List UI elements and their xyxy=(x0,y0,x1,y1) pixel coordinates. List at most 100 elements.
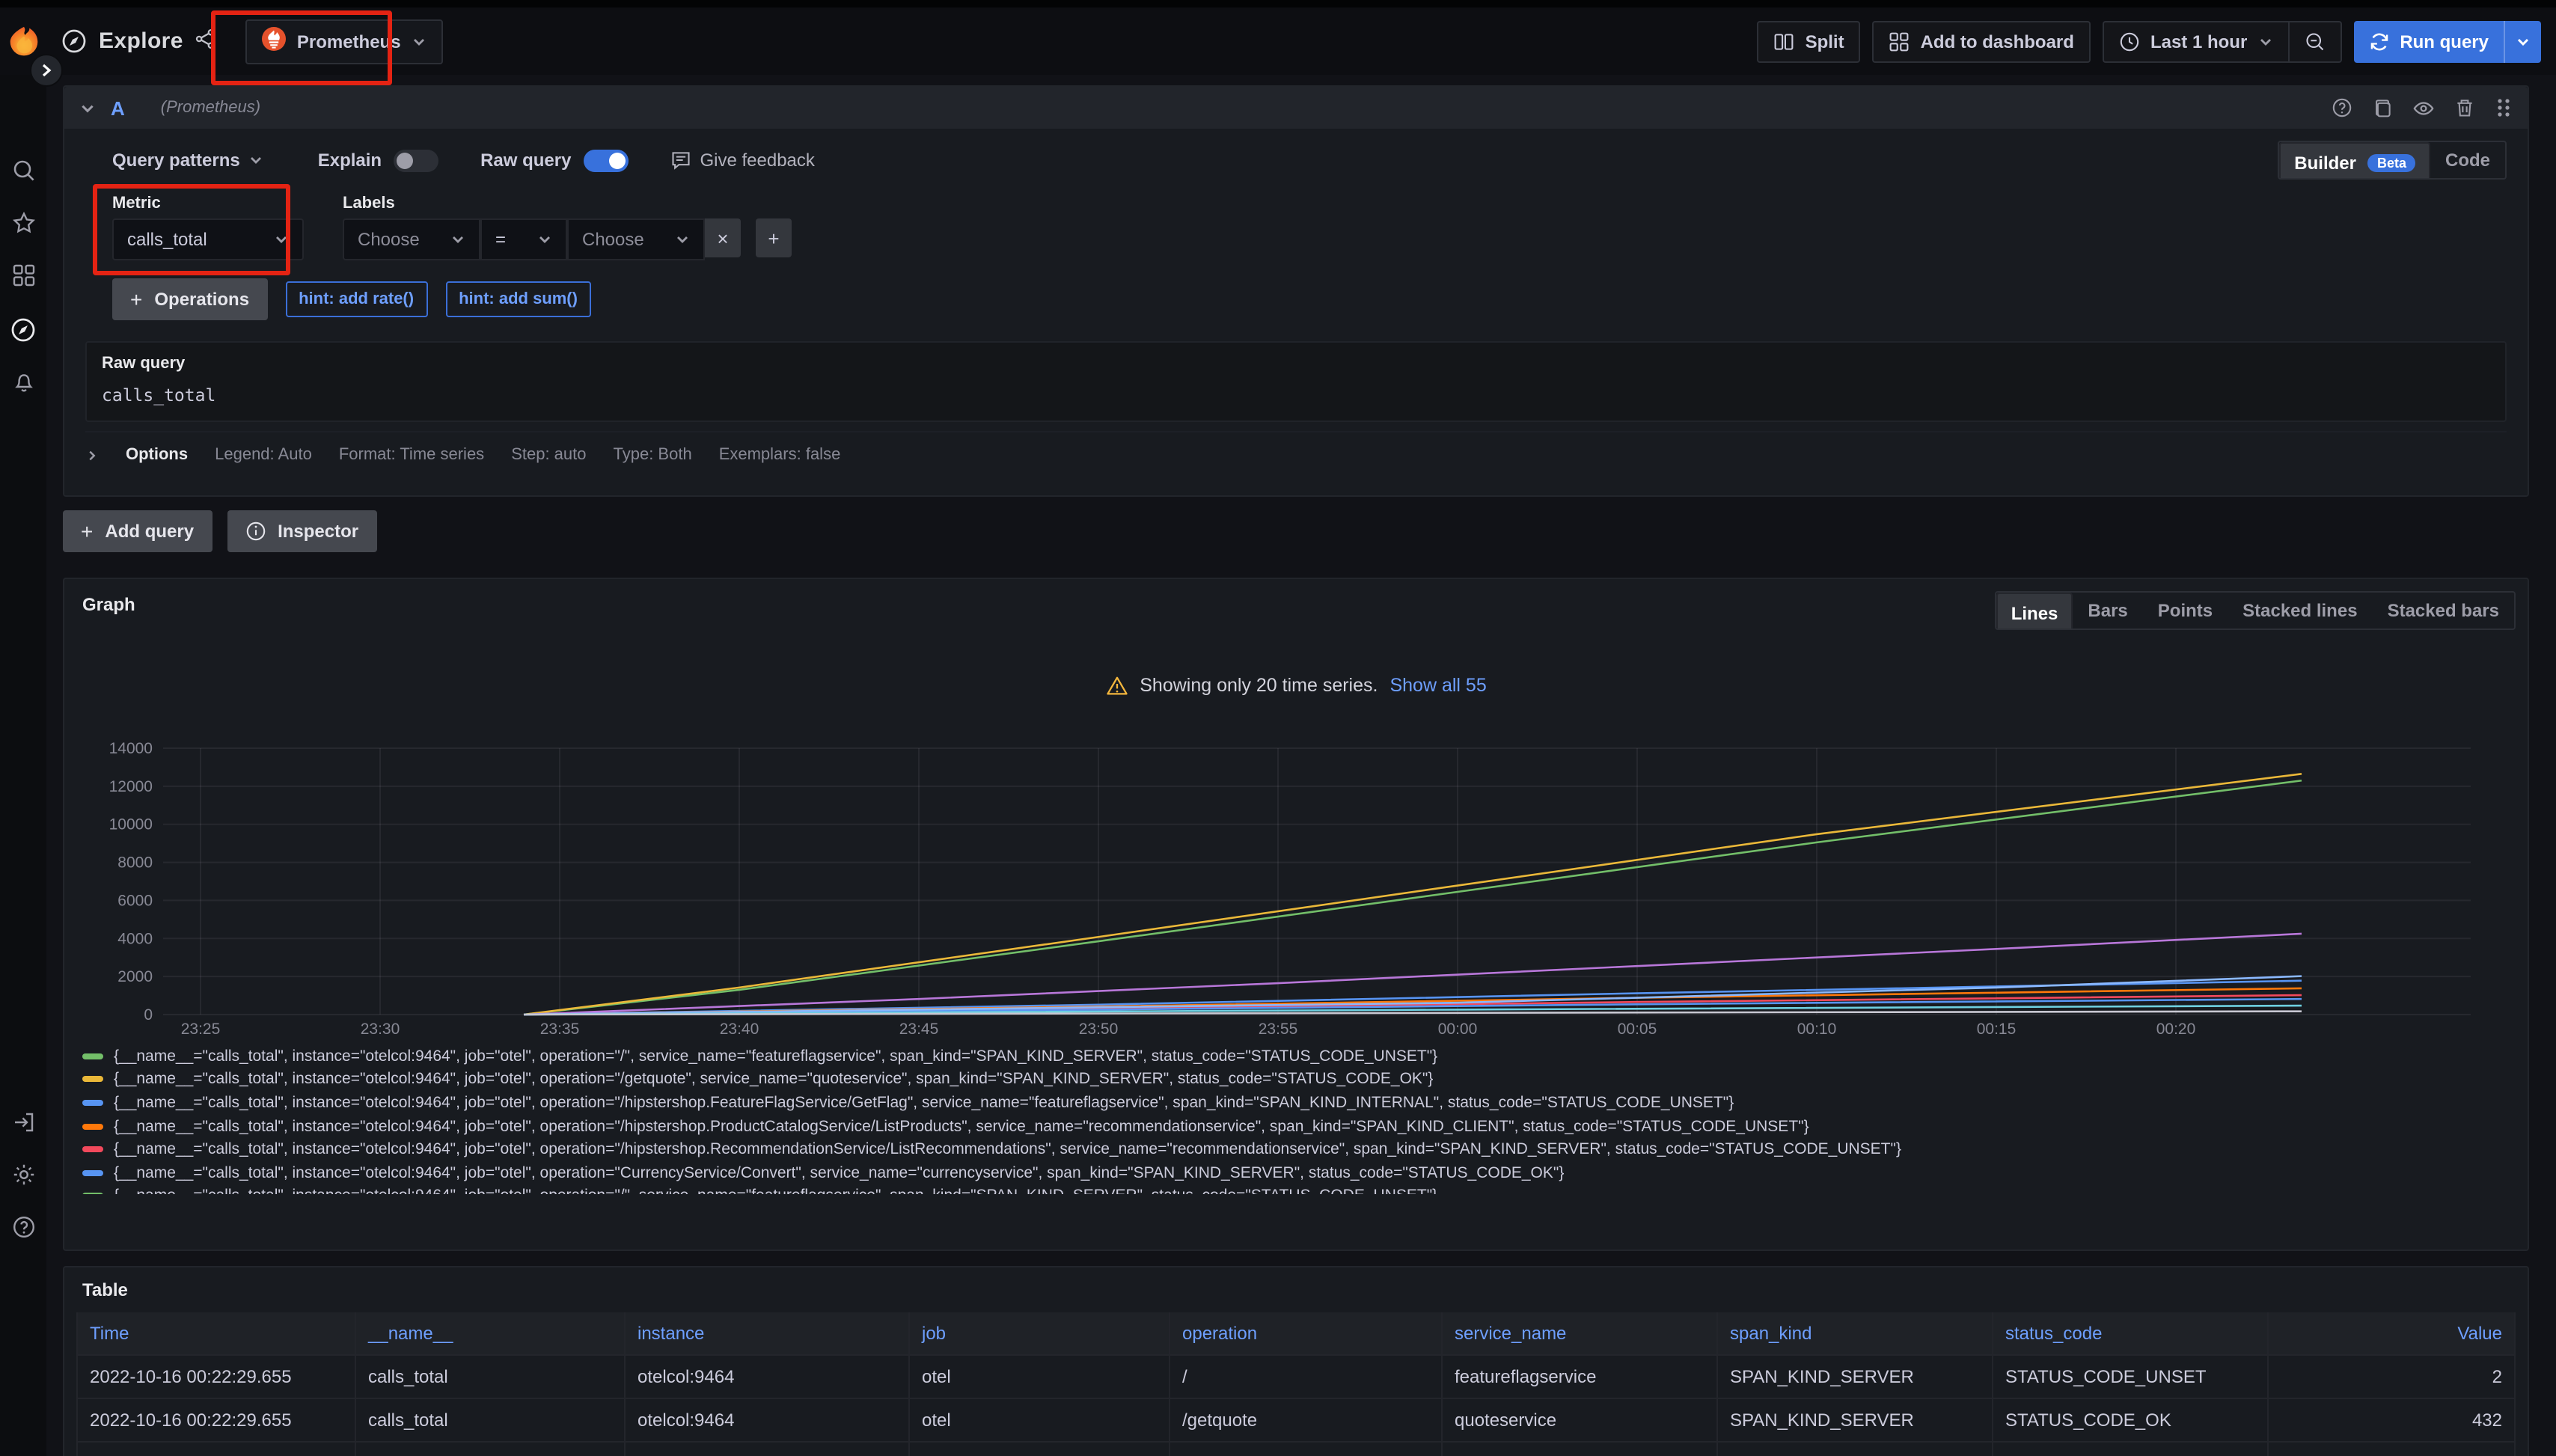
label-operator-select[interactable]: = xyxy=(480,218,567,260)
graph-mode-stacked-lines[interactable]: Stacked lines xyxy=(2228,593,2372,628)
drag-handle-icon[interactable] xyxy=(2495,97,2513,118)
column-header-spankind[interactable]: span_kind xyxy=(1717,1312,1993,1355)
table-cell: otelcol:9464 xyxy=(625,1398,909,1442)
table-cell: 2 xyxy=(2268,1355,2515,1398)
graph-mode-lines[interactable]: Lines xyxy=(1996,593,2073,630)
add-query-button[interactable]: + Add query xyxy=(63,510,212,552)
x-axis-tick: 00:00 xyxy=(1438,1021,1478,1038)
graph-panel: Graph LinesBarsPointsStacked linesStacke… xyxy=(63,578,2529,1251)
copy-icon[interactable] xyxy=(2372,97,2393,118)
labels-field: Labels Choose = Choose xyxy=(343,195,792,260)
top-black-strip xyxy=(0,0,2556,7)
x-axis-tick: 23:35 xyxy=(540,1021,580,1038)
labels-label: Labels xyxy=(343,195,792,212)
time-series-chart[interactable]: 23:2523:3023:3523:4023:4523:5023:5500:00… xyxy=(76,717,2519,1039)
table-cell: STATUS_CODE_UNSET xyxy=(1993,1442,2268,1456)
option-exemplars: Exemplars: false xyxy=(719,446,841,464)
table-row[interactable]: 2022-10-16 00:22:29.655calls_totalotelco… xyxy=(77,1398,2515,1442)
apps-icon[interactable] xyxy=(0,263,46,287)
remove-label-filter-button[interactable]: × xyxy=(705,218,741,257)
chart-legend: {__name__="calls_total", instance="otelc… xyxy=(76,1044,2516,1194)
sidebar-expand-button[interactable] xyxy=(30,54,63,87)
label-name-select[interactable]: Choose xyxy=(343,218,480,260)
run-query-dropdown[interactable] xyxy=(2504,20,2541,62)
plus-icon: + xyxy=(81,519,93,543)
add-to-dashboard-button[interactable]: Add to dashboard xyxy=(1873,20,2091,62)
split-button[interactable]: Split xyxy=(1758,20,1861,62)
label-value-select[interactable]: Choose xyxy=(567,218,705,260)
query-datasource-hint: (Prometheus) xyxy=(161,99,260,117)
sign-in-icon[interactable] xyxy=(0,1110,46,1134)
graph-mode-stacked-bars[interactable]: Stacked bars xyxy=(2373,593,2514,628)
table-cell: 2022-10-16 00:22:29.655 xyxy=(77,1355,355,1398)
explore-content: A (Prometheus) xyxy=(46,75,2556,1456)
search-icon[interactable] xyxy=(0,159,46,183)
column-header-instance[interactable]: instance xyxy=(625,1312,909,1355)
raw-query-toggle[interactable] xyxy=(583,149,628,171)
star-icon[interactable] xyxy=(0,211,46,235)
y-axis-tick: 14000 xyxy=(109,740,153,757)
comment-icon xyxy=(670,150,691,171)
column-header-value[interactable]: Value xyxy=(2268,1312,2515,1355)
column-header-time[interactable]: Time xyxy=(77,1312,355,1355)
give-feedback-link[interactable]: Give feedback xyxy=(670,150,814,171)
graph-mode-bars[interactable]: Bars xyxy=(2073,593,2142,628)
help-circle-icon[interactable] xyxy=(2332,97,2352,118)
hint-add-sum-button[interactable]: hint: add sum() xyxy=(445,281,591,317)
legend-item[interactable]: {__name__="calls_total", instance="otelc… xyxy=(82,1044,2516,1068)
graph-panel-title: Graph xyxy=(76,591,135,615)
grafana-logo[interactable] xyxy=(0,25,46,58)
inspector-button[interactable]: Inspector xyxy=(227,510,376,552)
query-patterns-dropdown[interactable]: Query patterns xyxy=(112,150,264,171)
plus-icon: + xyxy=(130,287,142,311)
query-row-header[interactable]: A (Prometheus) xyxy=(64,87,2528,129)
show-all-series-link[interactable]: Show all 55 xyxy=(1389,675,1486,696)
column-header-name[interactable]: __name__ xyxy=(355,1312,625,1355)
column-header-servicename[interactable]: service_name xyxy=(1442,1312,1717,1355)
share-alt-icon[interactable] xyxy=(195,28,216,54)
legend-item[interactable]: {__name__="calls_total", instance="otelc… xyxy=(82,1161,2516,1184)
apps-icon xyxy=(1889,31,1910,52)
gear-icon[interactable] xyxy=(0,1163,46,1187)
table-row[interactable]: 2022-10-16 00:22:29.655calls_totalotelco… xyxy=(77,1442,2515,1456)
option-legend: Legend: Auto xyxy=(215,446,312,464)
add-label-filter-button[interactable]: + xyxy=(756,218,792,257)
legend-item[interactable]: {__name__="calls_total", instance="otelc… xyxy=(82,1138,2516,1161)
hint-add-rate-button[interactable]: hint: add rate() xyxy=(285,281,427,317)
table-cell: calls_total xyxy=(355,1355,625,1398)
table-cell: 432 xyxy=(2268,1398,2515,1442)
metric-select[interactable]: calls_total xyxy=(112,218,304,260)
legend-item-clipped[interactable]: {__name__="calls_total", instance="otelc… xyxy=(82,1184,2516,1194)
add-operations-button[interactable]: + Operations xyxy=(112,278,267,320)
table-cell: STATUS_CODE_UNSET xyxy=(1993,1355,2268,1398)
x-axis-tick: 23:40 xyxy=(720,1021,759,1038)
graph-style-switcher: LinesBarsPointsStacked linesStacked bars xyxy=(1995,591,2516,630)
table-cell: /getquote xyxy=(1170,1398,1442,1442)
zoom-out-button[interactable] xyxy=(2287,20,2341,62)
column-header-operation[interactable]: operation xyxy=(1170,1312,1442,1355)
run-query-button[interactable]: Run query xyxy=(2353,20,2504,62)
legend-item[interactable]: {__name__="calls_total", instance="otelc… xyxy=(82,1068,2516,1091)
datasource-picker[interactable]: Prometheus xyxy=(246,19,443,64)
bell-icon[interactable] xyxy=(0,370,46,394)
y-axis-tick: 2000 xyxy=(117,968,153,985)
time-range-picker[interactable]: Last 1 hour xyxy=(2103,20,2287,62)
builder-mode-button[interactable]: Builder Beta xyxy=(2279,142,2430,180)
column-header-job[interactable]: job xyxy=(909,1312,1170,1355)
eye-icon[interactable] xyxy=(2412,97,2435,119)
explain-toggle[interactable] xyxy=(394,149,438,171)
table-row[interactable]: 2022-10-16 00:22:29.655calls_totalotelco… xyxy=(77,1355,2515,1398)
x-axis-tick: 00:05 xyxy=(1618,1021,1657,1038)
trash-icon[interactable] xyxy=(2454,97,2475,118)
code-mode-button[interactable]: Code xyxy=(2430,142,2505,178)
table-cell: featureflagservice xyxy=(1442,1442,1717,1456)
legend-item[interactable]: {__name__="calls_total", instance="otelc… xyxy=(82,1115,2516,1138)
table-cell: otelcol:9464 xyxy=(625,1355,909,1398)
legend-item[interactable]: {__name__="calls_total", instance="otelc… xyxy=(82,1091,2516,1114)
graph-mode-points[interactable]: Points xyxy=(2143,593,2228,628)
series-line xyxy=(524,774,2302,1015)
column-header-statuscode[interactable]: status_code xyxy=(1993,1312,2268,1355)
help-icon[interactable] xyxy=(0,1215,46,1239)
query-options-row[interactable]: Options Legend: Auto Format: Time series… xyxy=(85,431,2507,477)
compass-icon-explore-active[interactable] xyxy=(0,317,46,343)
